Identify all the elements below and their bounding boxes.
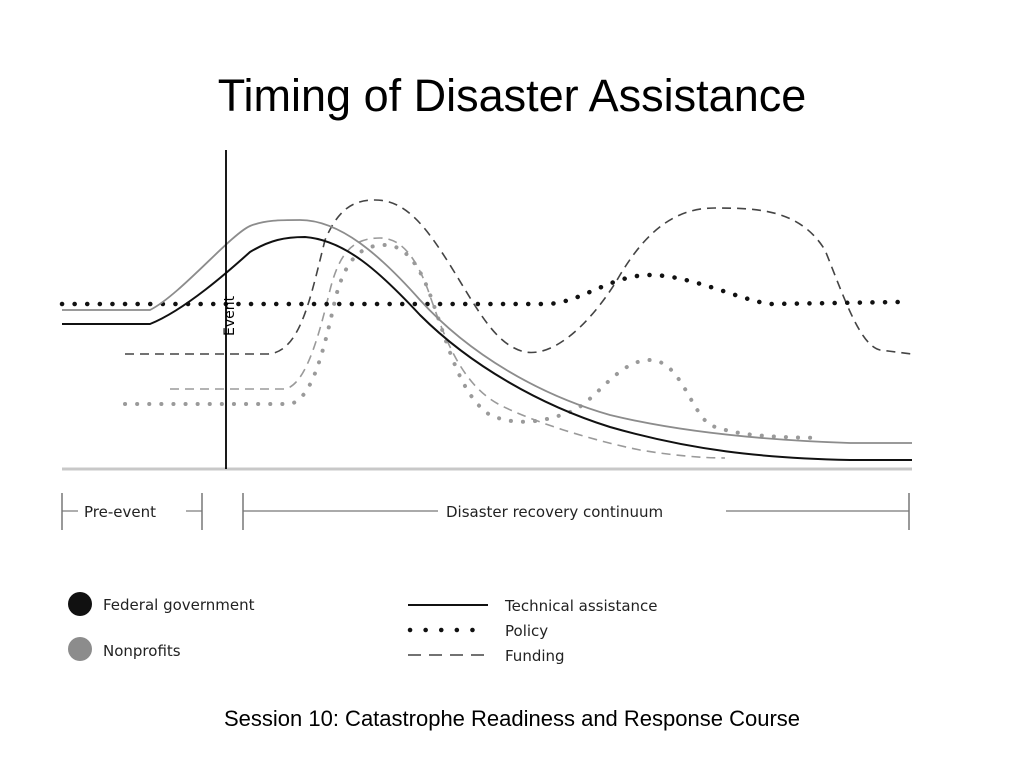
nonprofits-swatch	[68, 637, 92, 661]
legend-actors: Federal government Nonprofits	[68, 592, 255, 661]
legend-nonprofits-label: Nonprofits	[103, 642, 181, 660]
federal-policy-curve	[59, 272, 903, 307]
federal-funding-curve	[125, 199, 913, 355]
legend-technical-assistance-label: Technical assistance	[504, 597, 658, 615]
event-label: Event	[222, 295, 238, 336]
pre-event-label: Pre-event	[84, 503, 156, 521]
federal-technical-assistance-curve	[62, 235, 912, 461]
federal-government-swatch	[68, 592, 92, 616]
slide-title: Timing of Disaster Assistance	[217, 70, 807, 121]
slide-footer: Session 10: Catastrophe Readiness and Re…	[223, 706, 801, 731]
pre-event-bracket: Pre-event	[61, 493, 203, 530]
legend-funding-label: Funding	[505, 647, 565, 665]
recovery-continuum-label: Disaster recovery continuum	[446, 503, 663, 521]
legend-line-types: Technical assistance Policy Funding	[407, 597, 658, 665]
recovery-continuum-bracket: Disaster recovery continuum	[242, 493, 910, 530]
legend-policy-label: Policy	[505, 622, 548, 640]
nonprofit-policy-curve	[123, 242, 822, 440]
nonprofit-funding-curve	[170, 237, 726, 459]
nonprofit-technical-assistance-curve	[62, 219, 912, 444]
legend-federal-label: Federal government	[103, 596, 255, 614]
